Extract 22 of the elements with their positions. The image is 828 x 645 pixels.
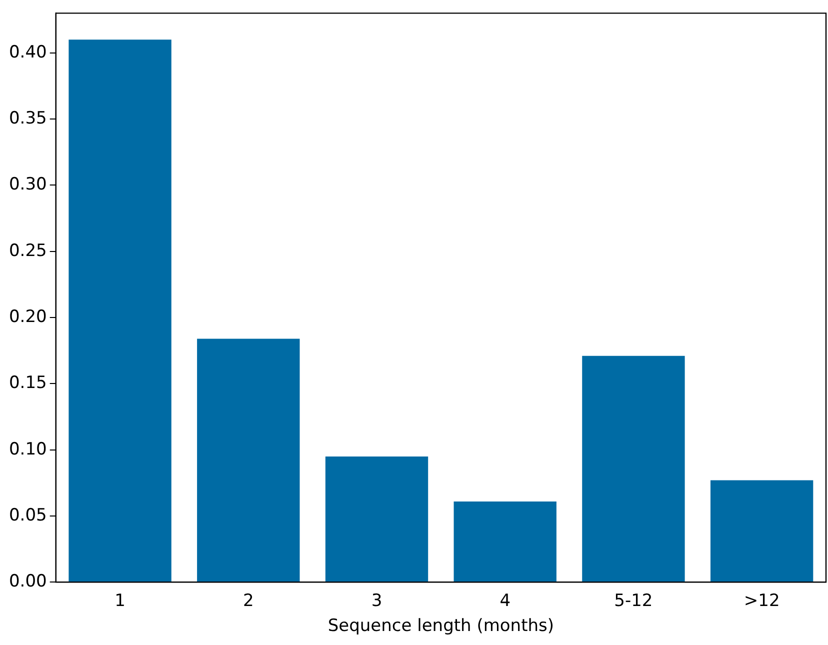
x-tick-label: 2 (242, 590, 254, 611)
y-tick-label: 0.10 (8, 439, 47, 460)
x-tick-label: 5-12 (614, 590, 653, 611)
y-tick-label: 0.40 (8, 42, 47, 62)
y-tick-label: 0.15 (8, 373, 47, 394)
x-tick-label: 4 (500, 590, 511, 611)
y-tick-label: 0.25 (8, 240, 47, 261)
bar (582, 356, 685, 582)
x-tick-label: 3 (371, 590, 382, 611)
y-tick-label: 0.35 (8, 108, 47, 128)
bar (454, 501, 556, 582)
bar (197, 338, 300, 582)
y-tick-label: 0.00 (8, 572, 47, 592)
y-tick-label: 0.05 (8, 505, 47, 526)
y-tick-label: 0.30 (8, 174, 47, 195)
x-tick-label: >12 (744, 590, 780, 611)
x-axis-title: Sequence length (months) (328, 616, 554, 636)
bar (710, 480, 814, 582)
x-tick-label: 1 (114, 590, 126, 611)
bar (325, 456, 428, 582)
bar (68, 40, 172, 582)
y-tick-label: 0.20 (8, 306, 47, 327)
